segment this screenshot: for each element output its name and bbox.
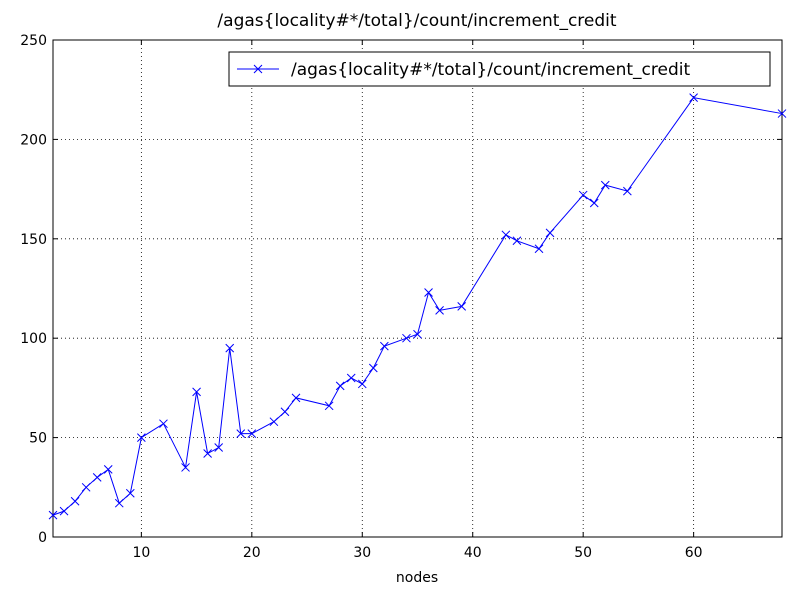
data-point [247,429,257,438]
data-point [225,343,235,353]
chart-title: /agas{locality#*/total}/count/increment_… [217,11,616,31]
data-point [203,449,212,458]
data-point [280,407,290,417]
data-point [324,401,334,411]
data-point [689,93,698,103]
x-tick-label: 60 [685,545,703,561]
data-point [48,510,58,520]
data-point [137,433,146,442]
legend-box [228,51,771,87]
data-point [214,443,224,452]
y-tick-label: 150 [20,232,47,248]
data-point [346,373,356,383]
y-tick-label: 0 [38,530,47,546]
data-point [380,341,389,351]
data-point [125,488,135,498]
plot-frame [52,39,783,538]
data-point [402,333,411,343]
y-tick-label: 200 [20,132,47,148]
x-tick-label: 20 [243,545,261,561]
data-point [335,381,345,391]
data-point [236,429,246,438]
data-point [545,228,555,238]
data-point [600,180,610,190]
data-point [114,498,124,508]
x-tick-label: 40 [464,545,482,561]
legend-label: /agas{locality#*/total}/count/increment_… [291,60,690,80]
data-point [413,329,422,339]
data-point [291,393,301,403]
legend-marker [253,64,263,74]
x-tick-label: 30 [353,545,371,561]
y-tick-label: 250 [20,33,47,49]
data-point [103,465,113,474]
data-point [192,387,201,397]
data-point [457,302,467,311]
x-axis-label: nodes [396,570,438,586]
data-point [368,363,378,373]
data-point [269,417,279,427]
data-point [578,190,588,200]
data-point [777,109,787,118]
x-tick-label: 10 [132,545,150,561]
data-point [92,473,102,482]
data-point [435,306,444,315]
x-tick-label: 50 [574,545,592,561]
data-point [501,230,511,240]
data-point [59,506,69,516]
data-point [424,288,433,297]
data-point [70,496,80,506]
y-tick-label: 50 [29,431,47,447]
data-point [512,236,522,246]
data-point [357,379,367,389]
y-tick-label: 100 [20,331,47,347]
data-point [159,419,168,429]
data-point [534,244,544,254]
data-point [81,482,91,492]
data-point [623,186,632,196]
data-point [181,463,190,472]
data-point [589,198,599,208]
